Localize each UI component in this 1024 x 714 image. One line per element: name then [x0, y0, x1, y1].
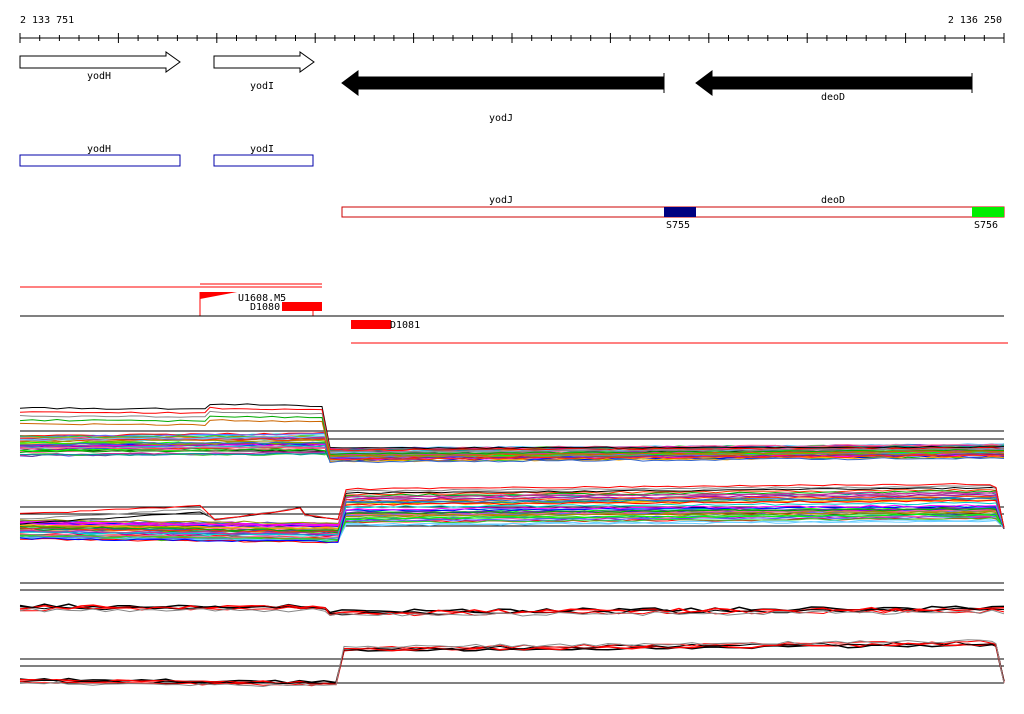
- expression-trace: [19, 511, 1005, 531]
- marker-label-s755: S755: [666, 220, 690, 231]
- feature-triangle-u1608[interactable]: [200, 292, 237, 299]
- expression-trace: [19, 410, 1005, 453]
- annotation-box-yodi[interactable]: [213, 154, 314, 167]
- expression-trace: [19, 438, 1005, 461]
- expression-trace: [19, 441, 1005, 459]
- marker-label-s756: S756: [974, 220, 998, 231]
- expression-trace: [19, 443, 1005, 450]
- expression-trace: [19, 419, 1005, 457]
- gene-arrow-label-yodi: yodI: [250, 81, 274, 92]
- gene-arrow-yodi[interactable]: [213, 51, 315, 73]
- gene-arrow-yodh[interactable]: [19, 51, 181, 73]
- expression-trace: [19, 486, 1005, 529]
- expression-trace: [19, 507, 1005, 532]
- annotation-label-yodi: yodI: [250, 144, 274, 155]
- annotation-box-yodh[interactable]: [19, 154, 181, 167]
- gene-arrow-deod[interactable]: [695, 70, 973, 96]
- profile-panel-4: [19, 639, 1005, 688]
- gene-arrow-yodj[interactable]: [341, 70, 665, 96]
- ruler-start-label: 2 133 751: [20, 15, 74, 26]
- expression-trace: [19, 504, 1005, 528]
- ruler-end-label: 2 136 250: [948, 15, 1002, 26]
- operon-track: yodJ deoD S755 S756: [341, 195, 1005, 231]
- expression-trace: [19, 603, 1005, 614]
- expression-profiles: [19, 403, 1005, 688]
- expression-trace: [19, 415, 1005, 455]
- marker-s755[interactable]: [664, 207, 696, 217]
- profile-panel-3: [19, 582, 1005, 617]
- expression-trace: [19, 499, 1005, 544]
- profile-panel-2: [19, 482, 1005, 544]
- expression-trace: [19, 403, 1005, 450]
- expression-trace: [19, 441, 1005, 464]
- operon-label-deod: deoD: [821, 195, 845, 206]
- expression-trace: [19, 643, 1005, 684]
- panel2-traces: [19, 482, 1005, 544]
- annotation-track-blue: yodH yodI: [19, 144, 314, 167]
- gene-arrow-label-deod: deoD: [821, 92, 845, 103]
- expression-trace: [19, 501, 1005, 537]
- profile-panel-1: [19, 403, 1005, 464]
- feature-block-d1080[interactable]: [282, 302, 322, 311]
- feature-track: U1608.M5 D1080 D1081: [20, 283, 1008, 344]
- coordinate-ruler: 2 133 751 2 136 250: [19, 15, 1005, 43]
- expression-trace: [19, 641, 1005, 685]
- expression-trace: [19, 639, 1005, 688]
- panel3-traces: [19, 603, 1005, 617]
- marker-s756[interactable]: [972, 207, 1004, 217]
- expression-trace: [19, 406, 1005, 452]
- expression-trace: [19, 495, 1005, 533]
- feature-label-d1080: D1080: [250, 302, 280, 313]
- expression-trace: [19, 482, 1005, 528]
- gene-arrow-label-yodh: yodH: [87, 71, 111, 82]
- ruler-ticks: [19, 33, 1005, 43]
- gene-arrows-track: yodH yodI yodJ deoD: [19, 51, 973, 124]
- gene-arrow-label-yodj: yodJ: [489, 113, 513, 124]
- feature-label-d1081: D1081: [390, 320, 420, 331]
- annotation-label-yodh: yodH: [87, 144, 111, 155]
- operon-label-yodj: yodJ: [489, 195, 513, 206]
- expression-trace: [19, 607, 1005, 617]
- panel1-traces: [19, 403, 1005, 464]
- feature-label-u1608: U1608.M5: [238, 293, 286, 304]
- expression-trace: [19, 510, 1005, 528]
- panel4-traces: [19, 639, 1005, 688]
- expression-trace: [19, 491, 1005, 535]
- expression-trace: [20, 484, 1005, 529]
- expression-trace: [19, 517, 1005, 540]
- feature-block-d1081[interactable]: [351, 320, 391, 329]
